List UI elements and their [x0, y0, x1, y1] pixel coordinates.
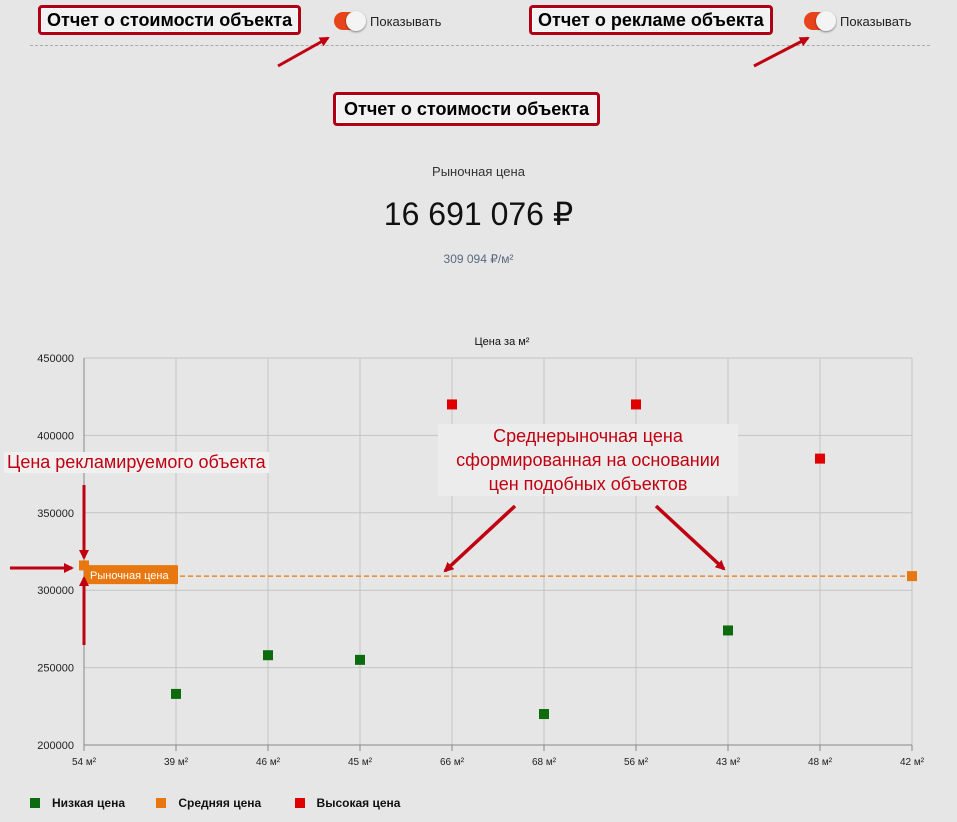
- legend-label-low: Низкая цена: [52, 796, 125, 810]
- x-tick-label: 54 м²: [72, 757, 97, 768]
- x-tick-label: 48 м²: [808, 757, 833, 768]
- annotation-average-price: Среднерыночная цена сформированная на ос…: [438, 424, 738, 496]
- header-tag-cost-report: Отчет о стоимости объекта: [38, 5, 302, 35]
- y-tick-label: 200000: [37, 740, 74, 752]
- report-title: Отчет о стоимости объекта: [333, 92, 601, 126]
- annotation-average-line1: Среднерыночная цена: [493, 426, 683, 446]
- arrow-avg-right: [654, 504, 726, 571]
- data-point: [263, 650, 273, 661]
- legend-swatch-low: [30, 798, 40, 808]
- x-tick-label: 46 м²: [256, 757, 281, 768]
- legend-item-mid[interactable]: Средняя цена: [156, 796, 264, 810]
- reference-line-group: Рыночная цена: [84, 565, 912, 585]
- arrow-to-left-toggle: [277, 36, 330, 68]
- market-price-per-sqm: 309 094 ₽/м²: [443, 252, 514, 266]
- legend-swatch-high: [294, 798, 305, 808]
- data-point: [79, 560, 89, 571]
- x-tick-label: 66 м²: [440, 757, 465, 768]
- legend-item-low[interactable]: Низкая цена: [30, 796, 128, 810]
- data-point: [355, 654, 365, 665]
- y-tick-label: 450000: [37, 353, 74, 365]
- y-tick-label: 350000: [37, 508, 74, 520]
- chart-points: [79, 399, 917, 720]
- data-point: [631, 399, 641, 410]
- x-tick-label: 45 м²: [348, 757, 373, 768]
- data-point: [723, 625, 733, 636]
- toggle-ad-report[interactable]: [804, 11, 836, 31]
- annotation-advertised-price: Цена рекламируемого объекта: [4, 452, 269, 473]
- legend-item-high[interactable]: Высокая цена: [294, 796, 401, 810]
- header-divider: [30, 45, 930, 46]
- arrow-avg-left: [443, 504, 517, 573]
- market-price-value: 16 691 076 ₽: [383, 196, 574, 232]
- data-point: [539, 709, 549, 720]
- annotation-average-line2: сформированная на основании: [456, 450, 720, 470]
- toggle-knob: [816, 11, 836, 31]
- y-tick-label: 400000: [37, 430, 74, 442]
- data-point: [907, 571, 917, 582]
- data-point: [171, 688, 181, 699]
- x-tick-label: 43 м²: [716, 757, 741, 768]
- x-tick-label: 68 м²: [532, 757, 557, 768]
- legend-swatch-mid: [156, 798, 167, 808]
- annotation-average-line3: цен подобных объектов: [488, 474, 688, 494]
- chart-legend: Низкая цена Средняя цена Высокая цена: [30, 794, 400, 812]
- chart-grid: [83, 357, 913, 746]
- toggle-knob: [346, 11, 366, 31]
- annotation-arrows: [10, 36, 810, 645]
- chart-axes: 200000 250000 300000 350000 400000 450000 54 м…: [37, 353, 924, 768]
- arrow-to-right-toggle: [753, 36, 810, 68]
- data-point: [815, 453, 825, 464]
- toggle-cost-report-label: Показывать: [370, 14, 442, 29]
- market-price-label: Рыночная цена: [432, 164, 525, 179]
- legend-label-high: Высокая цена: [316, 796, 401, 810]
- header-tag-ad-report: Отчет о рекламе объекта: [529, 5, 773, 35]
- toggle-ad-report-label: Показывать: [840, 14, 912, 29]
- x-tick-label: 42 м²: [900, 757, 925, 768]
- x-tick-label: 56 м²: [624, 757, 649, 768]
- y-tick-label: 250000: [37, 663, 74, 675]
- toggle-cost-report[interactable]: [334, 11, 366, 31]
- legend-label-mid: Средняя цена: [178, 796, 262, 810]
- data-point: [447, 399, 457, 410]
- reference-line-label: Рыночная цена: [90, 570, 169, 582]
- chart-title: Цена за м²: [475, 336, 530, 348]
- y-tick-label: 300000: [37, 585, 74, 597]
- reference-line-label-box: [84, 565, 178, 585]
- x-tick-label: 39 м²: [164, 757, 189, 768]
